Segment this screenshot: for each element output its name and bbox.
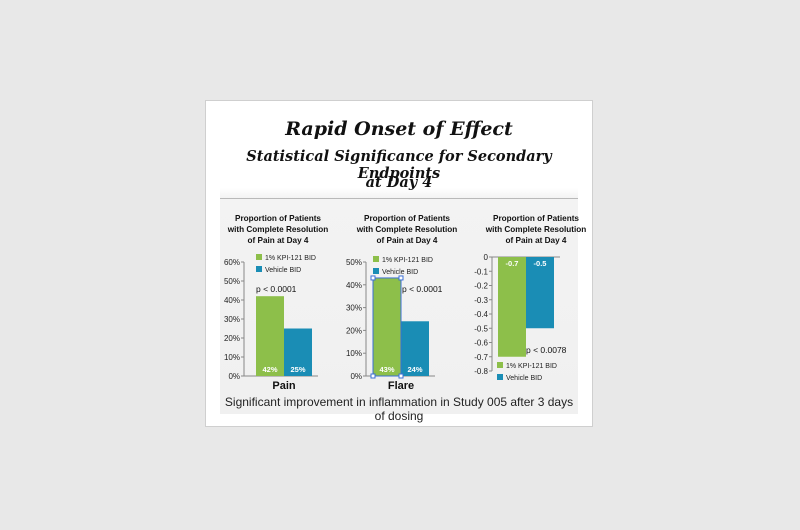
x-category-label: Pain	[272, 380, 296, 392]
bar-value-label: 24%	[407, 365, 422, 374]
y-tick-label: 30%	[224, 315, 240, 324]
y-tick-label: 40%	[224, 296, 240, 305]
legend-label: Vehicle BID	[506, 375, 542, 382]
selection-handle	[398, 275, 404, 281]
legend-label: Vehicle BID	[265, 267, 301, 274]
title-divider	[220, 198, 578, 199]
selection-handle	[370, 275, 376, 281]
y-tick-label: -0.8	[474, 367, 488, 376]
y-tick-label: 50%	[346, 258, 362, 267]
y-tick-label: 40%	[346, 281, 362, 290]
selection-handle	[398, 373, 404, 379]
p-value-annotation: p < 0.0001	[256, 284, 297, 294]
y-tick-label: 10%	[224, 353, 240, 362]
y-tick-label: 0%	[350, 372, 362, 381]
y-tick-label: 0	[484, 253, 489, 262]
y-tick-label: 10%	[346, 349, 362, 358]
y-tick-label: 50%	[224, 277, 240, 286]
bar-kpi	[498, 257, 526, 357]
y-tick-label: -0.2	[474, 282, 488, 291]
y-tick-label: -0.6	[474, 339, 488, 348]
x-category-label: Flare	[388, 380, 414, 392]
bar-kpi	[373, 277, 401, 376]
chart-title-line: with Complete Resolution	[485, 225, 587, 234]
bar-vehicle	[401, 321, 429, 376]
y-tick-label: -0.3	[474, 296, 488, 305]
y-tick-label: -0.7	[474, 353, 488, 362]
legend-swatch	[256, 254, 262, 260]
bar-vehicle	[526, 257, 554, 329]
legend-swatch	[373, 256, 379, 262]
legend-swatch	[373, 268, 379, 274]
bar-value-label: 42%	[262, 365, 277, 374]
chart-title-line: Proportion of Patients	[235, 214, 321, 223]
chart-title-line: with Complete Resolution	[227, 225, 329, 234]
y-tick-label: 30%	[346, 304, 362, 313]
figure-subtitle-line1: Statistical Significance for Secondary E…	[246, 148, 552, 182]
y-tick-label: 20%	[346, 326, 362, 335]
y-tick-label: -0.1	[474, 267, 488, 276]
legend-swatch	[256, 266, 262, 272]
chart-title-line: of Pain at Day 4	[506, 236, 567, 245]
legend-swatch	[497, 362, 503, 368]
selection-handle	[370, 373, 376, 379]
bar-value-label: -0.7	[506, 259, 519, 268]
y-tick-label: -0.5	[474, 324, 488, 333]
selection-box	[372, 277, 402, 377]
footnote: Significant improvement in inflammation …	[224, 395, 574, 423]
legend-label: Vehicle BID	[382, 269, 418, 276]
chart-title-line: with Complete Resolution	[356, 225, 458, 234]
bar-value-label: 25%	[290, 365, 305, 374]
p-value-annotation: p < 0.0001	[402, 284, 443, 294]
chart-title-line: Proportion of Patients	[364, 214, 450, 223]
figure-title: Rapid Onset of Effect	[285, 118, 513, 140]
figure-subtitle-line2: at Day 4	[365, 174, 433, 191]
y-tick-label: 20%	[224, 334, 240, 343]
chart-title-line: of Pain at Day 4	[377, 236, 438, 245]
bar-kpi	[256, 296, 284, 376]
y-tick-label: -0.4	[474, 310, 488, 319]
legend-label: 1% KPI-121 BID	[265, 255, 316, 262]
legend-label: 1% KPI-121 BID	[382, 257, 433, 264]
chart-title-line: Proportion of Patients	[493, 214, 579, 223]
chart-title-line: of Pain at Day 4	[248, 236, 309, 245]
bar-vehicle	[284, 328, 312, 376]
legend-swatch	[497, 374, 503, 380]
bar-value-label: 43%	[379, 365, 394, 374]
y-tick-label: 0%	[228, 372, 240, 381]
legend-label: 1% KPI-121 BID	[506, 363, 557, 370]
y-tick-label: 60%	[224, 258, 240, 267]
bar-value-label: -0.5	[534, 259, 547, 268]
p-value-annotation: p < 0.0078	[526, 345, 567, 355]
